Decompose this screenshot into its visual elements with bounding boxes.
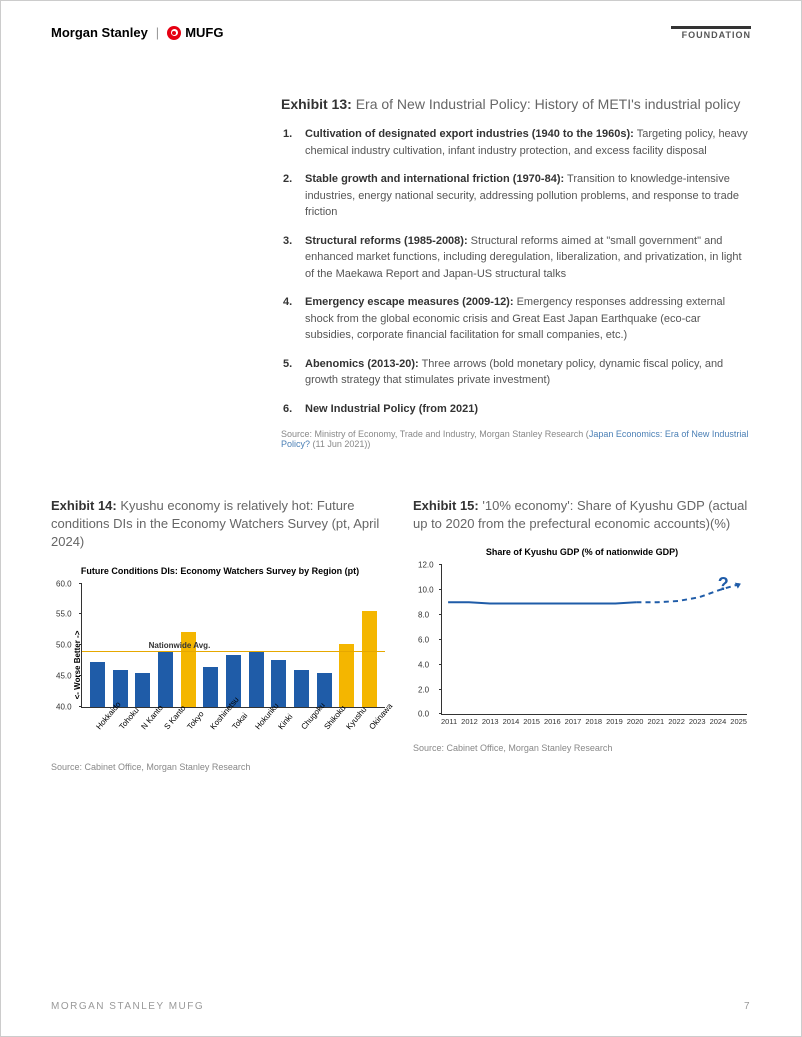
line-xlabel: 2017 — [565, 717, 582, 731]
line-xlabel: 2015 — [523, 717, 540, 731]
line-xlabel: 2013 — [482, 717, 499, 731]
line-xlabel: 2025 — [730, 717, 747, 731]
line-ytick: 0.0 — [418, 710, 429, 719]
bar-plot-area: 40.045.050.055.060.0Nationwide Avg. — [81, 584, 385, 708]
bar-ytick: 40.0 — [56, 702, 72, 711]
exhibit-13-source: Source: Ministry of Economy, Trade and I… — [281, 429, 751, 449]
line-ytick: 2.0 — [418, 685, 429, 694]
bar-chart: <- Worse Better -> 40.045.050.055.060.0N… — [51, 580, 389, 750]
brand-separator: | — [156, 25, 159, 40]
bar-chugoku — [294, 670, 309, 707]
bar-okinawa — [362, 611, 377, 707]
source13-post: (11 Jun 2021)) — [310, 439, 370, 449]
brand-right: FOUNDATION — [671, 26, 751, 40]
exhibit-13: Exhibit 13: Era of New Industrial Policy… — [281, 96, 751, 449]
charts-row: Exhibit 14: Kyushu economy is relatively… — [51, 497, 751, 772]
page-footer: MORGAN STANLEY MUFG 7 — [51, 1001, 751, 1012]
bar-x-labels: HokkaidoTohokuN KantoS KantoTokyoKoshine… — [81, 710, 385, 750]
policy-item: 3.Structural reforms (1985-2008): Struct… — [299, 233, 751, 283]
bars-container — [82, 584, 385, 707]
policy-item: 5.Abenomics (2013-20): Three arrows (bol… — [299, 356, 751, 389]
line-xlabel: 2023 — [689, 717, 706, 731]
line-ytick: 8.0 — [418, 611, 429, 620]
exhibit-15-label: Exhibit 15: — [413, 498, 479, 513]
bar-hokkaido — [90, 662, 105, 707]
line-xlabel: 2018 — [585, 717, 602, 731]
bar-ytick: 60.0 — [56, 579, 72, 588]
line-xlabel: 2021 — [647, 717, 664, 731]
bar-ytick: 50.0 — [56, 641, 72, 650]
bar-kyushu — [339, 644, 354, 707]
exhibit-14-label: Exhibit 14: — [51, 498, 117, 513]
exhibit-14: Exhibit 14: Kyushu economy is relatively… — [51, 497, 389, 772]
bar-kinki — [271, 660, 286, 707]
line-plot-area: 0.02.04.06.08.010.012.0? — [441, 565, 747, 715]
exhibit-15-chart-title: Share of Kyushu GDP (% of nationwide GDP… — [413, 547, 751, 557]
line-xlabel: 2014 — [503, 717, 520, 731]
line-svg — [442, 565, 747, 714]
exhibit-13-label: Exhibit 13: — [281, 96, 352, 112]
exhibit-15: Exhibit 15: '10% economy': Share of Kyus… — [413, 497, 751, 772]
foundation-label: FOUNDATION — [682, 30, 751, 40]
exhibit-15-title: Exhibit 15: '10% economy': Share of Kyus… — [413, 497, 751, 533]
line-xlabel: 2022 — [668, 717, 685, 731]
line-xlabel: 2016 — [544, 717, 561, 731]
bar-koshinetsu — [203, 667, 218, 707]
bar-ytick: 55.0 — [56, 610, 72, 619]
exhibit-14-chart-title: Future Conditions DIs: Economy Watchers … — [51, 566, 389, 576]
bar-hokuriku — [249, 651, 264, 706]
source13-pre: Source: Ministry of Economy, Trade and I… — [281, 429, 589, 439]
brand-mufg: MUFG — [185, 25, 223, 40]
line-xlabel: 2011 — [441, 717, 457, 731]
report-page: Morgan Stanley | MUFG FOUNDATION Exhibit… — [0, 0, 802, 1037]
bar-s-kanto — [158, 652, 173, 706]
bar-ytick: 45.0 — [56, 671, 72, 680]
gdp-line-actual — [448, 603, 636, 604]
exhibit-13-subtitle: Era of New Industrial Policy: History of… — [356, 96, 741, 112]
policy-item: 4.Emergency escape measures (2009-12): E… — [299, 294, 751, 344]
page-header: Morgan Stanley | MUFG FOUNDATION — [51, 25, 751, 40]
line-ytick: 4.0 — [418, 660, 429, 669]
brand-left: Morgan Stanley | MUFG — [51, 25, 223, 40]
exhibit-14-title: Exhibit 14: Kyushu economy is relatively… — [51, 497, 389, 552]
line-xlabel: 2012 — [461, 717, 478, 731]
exhibit-15-source: Source: Cabinet Office, Morgan Stanley R… — [413, 743, 751, 753]
policy-item: 6.New Industrial Policy (from 2021) — [299, 401, 751, 418]
nationwide-avg-label: Nationwide Avg. — [149, 641, 211, 650]
policy-item: 1.Cultivation of designated export indus… — [299, 126, 751, 159]
question-mark: ? — [718, 574, 729, 595]
exhibit-13-title: Exhibit 13: Era of New Industrial Policy… — [281, 96, 751, 112]
line-ytick: 12.0 — [418, 561, 434, 570]
exhibit-14-source: Source: Cabinet Office, Morgan Stanley R… — [51, 762, 389, 772]
line-xlabel: 2024 — [710, 717, 727, 731]
line-ytick: 6.0 — [418, 635, 429, 644]
footer-brand: MORGAN STANLEY MUFG — [51, 1001, 204, 1012]
line-ytick: 10.0 — [418, 586, 434, 595]
nationwide-avg-line — [82, 651, 385, 653]
bar-n-kanto — [135, 673, 150, 706]
line-xlabel: 2019 — [606, 717, 623, 731]
brand-morgan-stanley: Morgan Stanley — [51, 25, 148, 40]
policy-item: 2.Stable growth and international fricti… — [299, 171, 751, 221]
mufg-logo: MUFG — [167, 25, 223, 40]
policy-list: 1.Cultivation of designated export indus… — [281, 126, 751, 417]
foundation-bar-icon — [671, 26, 751, 29]
line-x-labels: 2011 2012 2013 20142015 2016 20172018 2019 2020… — [441, 717, 747, 731]
line-xlabel: 2020 — [627, 717, 644, 731]
line-chart: 0.02.04.06.08.010.012.0? 201120122013201… — [413, 561, 751, 731]
page-number: 7 — [744, 1001, 751, 1012]
mufg-circle-icon — [167, 26, 181, 40]
